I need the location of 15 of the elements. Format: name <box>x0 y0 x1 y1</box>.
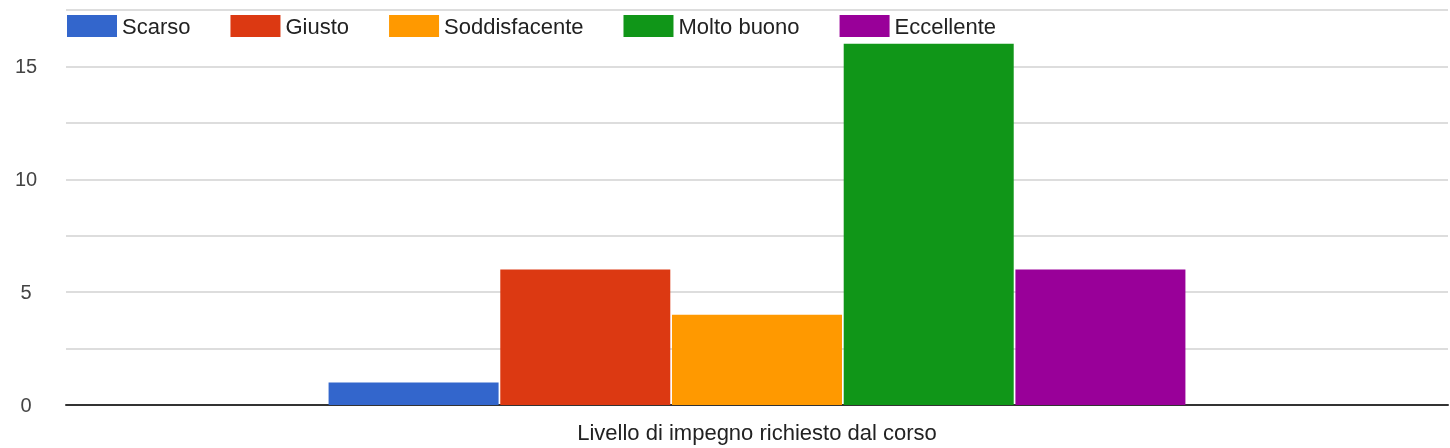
y-tick-label: 5 <box>20 281 32 304</box>
y-tick-label: 15 <box>14 55 38 78</box>
legend-label: Soddisfacente <box>444 13 584 39</box>
legend-label: Molto buono <box>678 13 800 39</box>
legend-label: Eccellente <box>894 13 997 39</box>
x-tick-label: Livello di impegno richiesto dal corso <box>577 419 937 445</box>
bar <box>1015 269 1186 405</box>
y-tick-label: 10 <box>14 168 38 191</box>
bar <box>500 269 671 405</box>
bar <box>843 43 1014 405</box>
bar <box>672 314 842 405</box>
legend-label: Giusto <box>285 13 350 39</box>
bar <box>328 382 499 405</box>
y-tick-label: 0 <box>20 394 32 416</box>
legend-label: Scarso <box>122 13 191 39</box>
